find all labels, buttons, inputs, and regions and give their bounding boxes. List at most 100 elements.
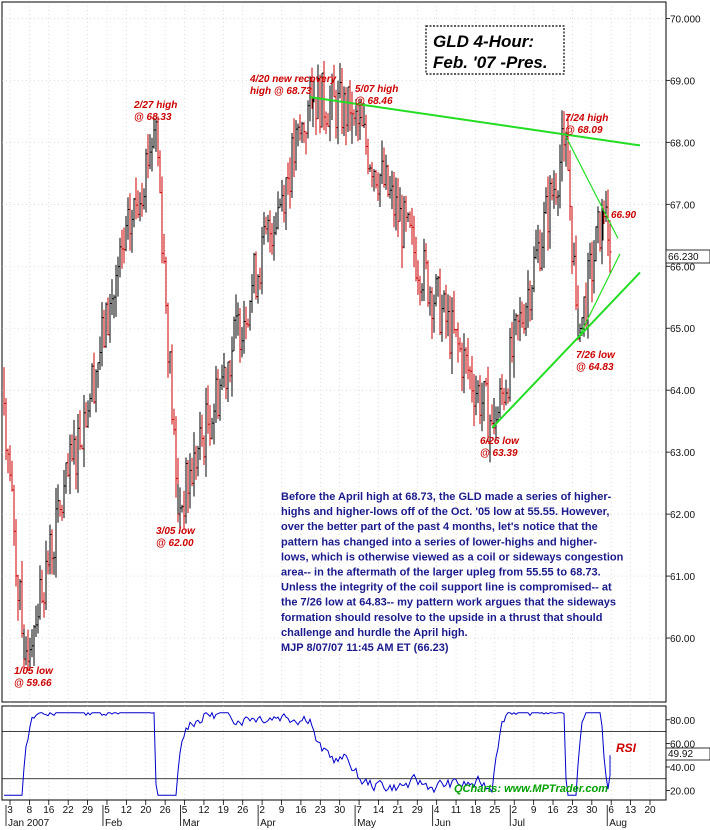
day-tick-label: 20 (644, 805, 656, 816)
day-tick-label: 2 (259, 805, 265, 816)
price-panel-frame (1, 1, 667, 703)
day-tick-label: 30 (334, 805, 346, 816)
day-tick-label: 7 (356, 805, 362, 816)
price-annotation: 5/07 high (355, 84, 398, 95)
commentary-line: over the better part of the past 4 month… (281, 521, 598, 533)
day-tick-label: 14 (373, 805, 385, 816)
price-annotation: 2/27 high (133, 100, 177, 111)
chart-subtitle: Feb. '07 -Pres. (433, 53, 548, 72)
commentary-text: Before the April high at 68.73, the GLD … (281, 491, 624, 654)
commentary-line: highs and higher-lows off of the Oct. '0… (281, 506, 609, 518)
day-tick-label: 16 (43, 805, 55, 816)
title-box: GLD 4-Hour: Feb. '07 -Pres. (425, 25, 565, 75)
current-price-label: 66.230 (668, 252, 699, 263)
day-tick-label: 25 (489, 805, 501, 816)
price-annotation: @ 68.33 (134, 112, 172, 123)
price-tick-label: 60.00 (670, 634, 695, 645)
day-tick-label: 5 (182, 805, 188, 816)
day-tick-label: 30 (586, 805, 598, 816)
commentary-line: challenge and hurdle the April high. (281, 627, 468, 639)
day-tick-label: 3 (7, 805, 13, 816)
price-tick-label: 69.00 (670, 76, 695, 87)
price-axis: 70.000 69.00 68.00 67.00 66.00 65.00 64.00 63.0… (666, 14, 701, 645)
day-tick-label: 16 (547, 805, 559, 816)
current-price-tag: 66.230 (665, 249, 710, 264)
commentary-line: pattern has changed into a series of low… (281, 536, 597, 548)
commentary-line: area-- in the aftermath of the larger up… (281, 567, 601, 579)
price-annotation: 4/20 new recovery (249, 74, 337, 85)
rsi-current-label: 49.92 (668, 749, 693, 760)
day-tick-label: 23 (567, 805, 579, 816)
rsi-panel-frame (1, 705, 667, 801)
day-tick-label: 29 (82, 805, 94, 816)
commentary-line: Unless the integrity of the coil support… (281, 582, 612, 594)
price-annotation: 1/05 low (14, 666, 54, 677)
price-annotation: 66.90 (611, 210, 636, 221)
rsi-label: RSI (616, 741, 637, 755)
credit-text: QCharts: www.MPTrader.com (454, 783, 608, 795)
month-label: Aug (609, 818, 627, 829)
commentary-line: the 7/26 low at 64.83-- my pattern work … (281, 597, 616, 609)
price-annotation: @ 68.09 (565, 125, 603, 136)
rsi-panel: 80.00 60.00 40.00 20.00 (2, 711, 695, 798)
commentary-line: Before the April high at 68.73, the GLD … (281, 491, 612, 503)
coil-lower-trendline (577, 253, 621, 340)
rsi-line (4, 711, 611, 796)
price-tick-label: 61.00 (670, 572, 695, 583)
price-annotation: 7/26 low (576, 350, 616, 361)
month-label: Mar (183, 818, 201, 829)
price-annotation: high @ 68.73 (250, 86, 312, 97)
day-tick-label: 29 (412, 805, 424, 816)
price-tick-label: 64.00 (670, 386, 695, 397)
day-tick-label: 6 (608, 805, 614, 816)
day-tick-label: 16 (295, 805, 307, 816)
day-tick-label: 26 (237, 805, 249, 816)
month-label: Jun (435, 818, 451, 829)
price-tick-label: 67.00 (670, 200, 695, 211)
price-annotation: 3/05 low (156, 526, 196, 537)
price-tick-label: 68.00 (670, 138, 695, 149)
price-tick-label: 70.000 (670, 14, 701, 25)
rsi-current-tag: 49.92 (665, 747, 710, 761)
price-annotation: @ 59.66 (14, 678, 52, 689)
grid-lines (2, 6, 666, 800)
price-annotation: 7/24 high (565, 113, 608, 124)
price-tick-label: 63.00 (670, 448, 695, 459)
price-annotation: @ 63.39 (480, 448, 518, 459)
day-tick-label: 9 (279, 805, 285, 816)
month-label: Jan 2007 (8, 818, 50, 829)
day-tick-label: 18 (470, 805, 482, 816)
chart-title: GLD 4-Hour: (433, 32, 534, 51)
rsi-tick-label: 60.00 (670, 739, 695, 750)
price-tick-label: 66.00 (670, 262, 695, 273)
day-tick-label: 21 (392, 805, 404, 816)
day-tick-label: 5 (104, 805, 110, 816)
time-axis: 3 8 16 22 29 5 12 20 26 5 12 19 26 2 9 16 23 30 7 14 21 29 4 11… (5, 800, 656, 829)
price-bars (3, 60, 612, 672)
day-tick-label: 13 (625, 805, 637, 816)
trendlines (309, 96, 641, 429)
day-tick-label: 12 (198, 805, 210, 816)
price-annotation: @ 62.00 (156, 538, 194, 549)
price-annotation: @ 64.83 (576, 362, 614, 373)
day-tick-label: 26 (160, 805, 172, 816)
day-tick-label: 2 (511, 805, 517, 816)
month-label: May (357, 818, 376, 829)
commentary-line: lows, which is otherwise viewed as a coi… (281, 551, 624, 563)
day-tick-label: 9 (531, 805, 537, 816)
rsi-tick-label: 80.00 (670, 716, 695, 727)
day-tick-label: 11 (451, 805, 462, 816)
support-trendline (491, 271, 641, 429)
price-tick-label: 62.00 (670, 510, 695, 521)
price-annotation: 6/26 low (480, 436, 520, 447)
month-label: Apr (260, 818, 276, 829)
commentary-line: MJP 8/07/07 11:45 AM ET (66.23) (281, 642, 449, 654)
day-tick-label: 8 (27, 805, 33, 816)
resistance-trendline (309, 96, 641, 147)
price-annotation: @ 68.46 (355, 96, 393, 107)
day-tick-label: 12 (121, 805, 133, 816)
day-tick-label: 20 (140, 805, 152, 816)
